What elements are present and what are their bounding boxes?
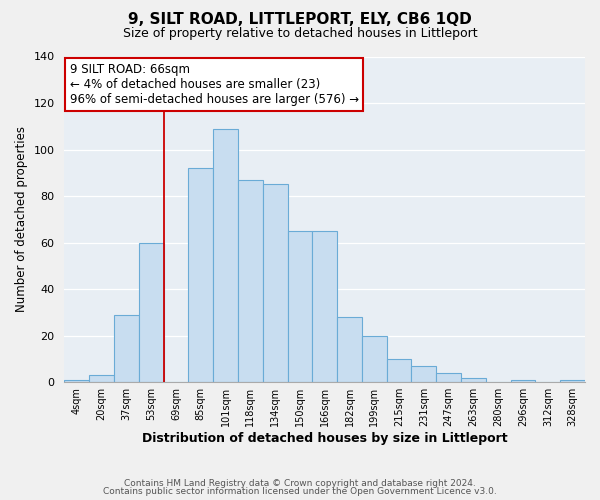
Text: 9 SILT ROAD: 66sqm
← 4% of detached houses are smaller (23)
96% of semi-detached: 9 SILT ROAD: 66sqm ← 4% of detached hous… [70,63,359,106]
Bar [139,242,164,382]
Bar [287,231,313,382]
Bar [263,184,287,382]
Bar [560,380,585,382]
Bar [461,378,486,382]
Bar [114,314,139,382]
Bar [89,375,114,382]
Bar [436,373,461,382]
Bar [337,317,362,382]
Bar [213,128,238,382]
Bar [64,380,89,382]
Text: Size of property relative to detached houses in Littleport: Size of property relative to detached ho… [122,28,478,40]
Bar [362,336,386,382]
Bar [188,168,213,382]
Text: Contains public sector information licensed under the Open Government Licence v3: Contains public sector information licen… [103,488,497,496]
Bar [412,366,436,382]
Text: 9, SILT ROAD, LITTLEPORT, ELY, CB6 1QD: 9, SILT ROAD, LITTLEPORT, ELY, CB6 1QD [128,12,472,28]
Bar [386,359,412,382]
Bar [511,380,535,382]
Bar [313,231,337,382]
X-axis label: Distribution of detached houses by size in Littleport: Distribution of detached houses by size … [142,432,508,445]
Bar [238,180,263,382]
Y-axis label: Number of detached properties: Number of detached properties [15,126,28,312]
Text: Contains HM Land Registry data © Crown copyright and database right 2024.: Contains HM Land Registry data © Crown c… [124,478,476,488]
